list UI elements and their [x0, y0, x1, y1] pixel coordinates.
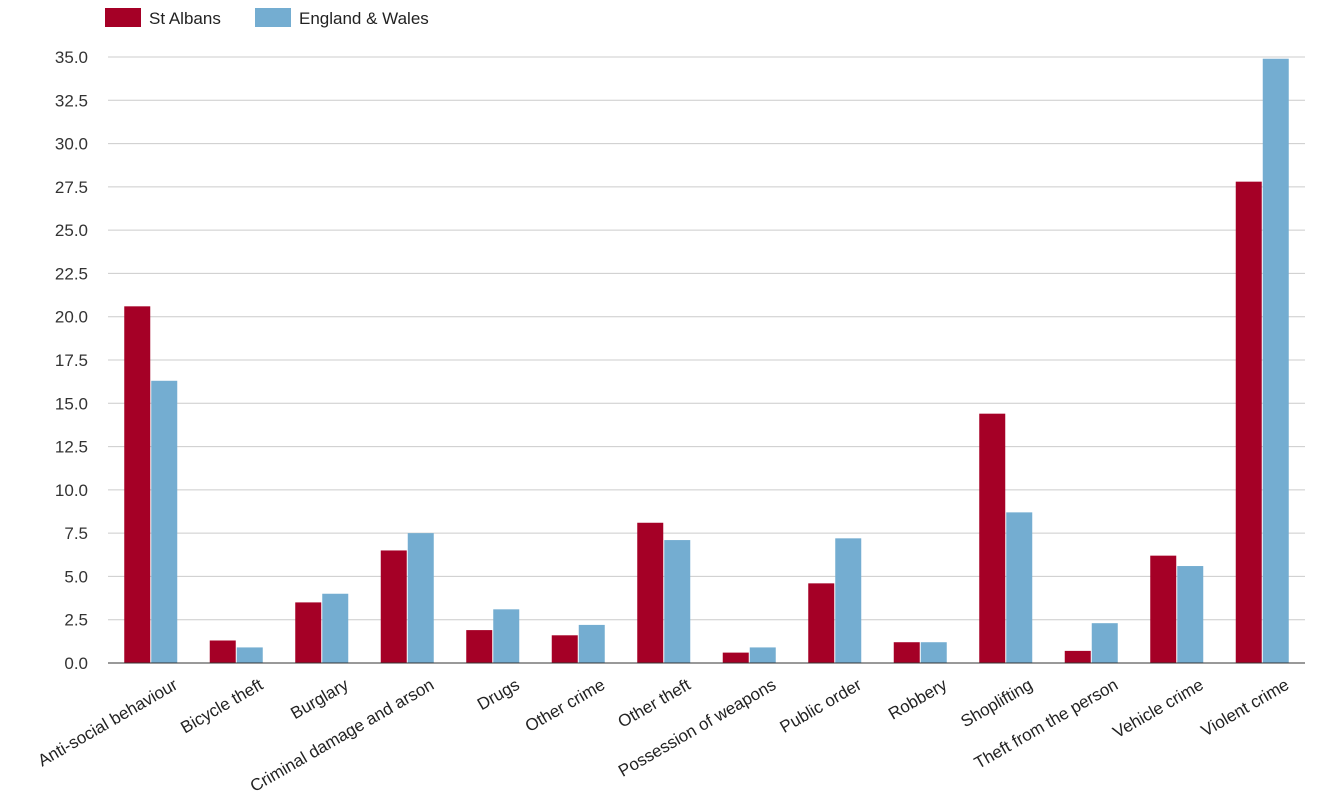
bar-1-8: [835, 538, 862, 663]
x-category-label: Other crime: [522, 675, 608, 736]
bar-1-3: [407, 533, 434, 663]
legend-label-0: St Albans: [149, 9, 221, 28]
y-tick-label: 32.5: [55, 91, 88, 110]
bar-1-12: [1177, 566, 1204, 663]
y-tick-label: 25.0: [55, 221, 88, 240]
x-category-label: Drugs: [474, 675, 523, 714]
y-tick-label: 2.5: [64, 611, 88, 630]
legend-swatch-1: [255, 8, 291, 27]
bar-1-13: [1262, 58, 1289, 663]
y-tick-label: 12.5: [55, 438, 88, 457]
y-tick-label: 20.0: [55, 308, 88, 327]
x-category-label: Public order: [777, 675, 865, 737]
bar-0-0: [124, 306, 151, 663]
y-tick-label: 5.0: [64, 567, 88, 586]
y-tick-label: 27.5: [55, 178, 88, 197]
bar-1-7: [749, 647, 776, 663]
bar-0-9: [893, 642, 920, 663]
bars: [124, 58, 1289, 664]
x-category-label: Bicycle theft: [177, 675, 266, 737]
x-category-label: Theft from the person: [971, 675, 1121, 773]
y-tick-label: 30.0: [55, 135, 88, 154]
x-category-label: Violent crime: [1198, 675, 1292, 740]
bar-1-1: [236, 647, 263, 663]
bar-1-6: [664, 540, 691, 663]
y-tick-label: 17.5: [55, 351, 88, 370]
bar-1-0: [151, 380, 178, 663]
x-category-label: Burglary: [287, 675, 352, 723]
bar-0-4: [466, 630, 493, 663]
bar-0-1: [209, 640, 236, 663]
x-category-label: Anti-social behaviour: [35, 675, 181, 771]
bar-0-11: [1064, 650, 1091, 663]
gridlines: [108, 56, 1305, 621]
y-axis-ticks: 0.0 2.5 5.0 7.5 10.0 12.5 15.0 17.5 20.0 22.5 25.0…: [55, 48, 88, 673]
bar-1-4: [493, 609, 520, 663]
bar-0-13: [1235, 181, 1262, 664]
x-category-label: Possession of weapons: [615, 675, 779, 781]
bar-0-7: [722, 652, 749, 663]
bar-1-9: [920, 642, 947, 663]
bar-0-10: [979, 413, 1006, 663]
bar-1-2: [322, 593, 349, 663]
y-tick-label: 22.5: [55, 264, 88, 283]
y-tick-label: 7.5: [64, 524, 88, 543]
y-tick-label: 10.0: [55, 481, 88, 500]
x-category-label: Vehicle crime: [1110, 675, 1207, 742]
y-tick-label: 35.0: [55, 48, 88, 67]
x-category-label: Other theft: [615, 675, 694, 732]
bar-0-2: [295, 602, 322, 663]
x-category-label: Robbery: [885, 675, 951, 724]
y-tick-label: 15.0: [55, 394, 88, 413]
legend-swatch-0: [105, 8, 141, 27]
bar-1-5: [578, 624, 605, 663]
x-category-label: Shoplifting: [957, 675, 1035, 731]
bar-0-5: [551, 635, 578, 663]
legend: St Albans England & Wales: [105, 8, 429, 28]
bar-1-10: [1006, 512, 1033, 663]
bar-1-11: [1091, 623, 1118, 663]
bar-0-8: [808, 583, 835, 663]
legend-label-1: England & Wales: [299, 9, 429, 28]
bar-0-12: [1150, 555, 1177, 663]
bar-0-3: [380, 550, 407, 663]
y-tick-label: 0.0: [64, 654, 88, 673]
bar-0-6: [637, 522, 664, 663]
